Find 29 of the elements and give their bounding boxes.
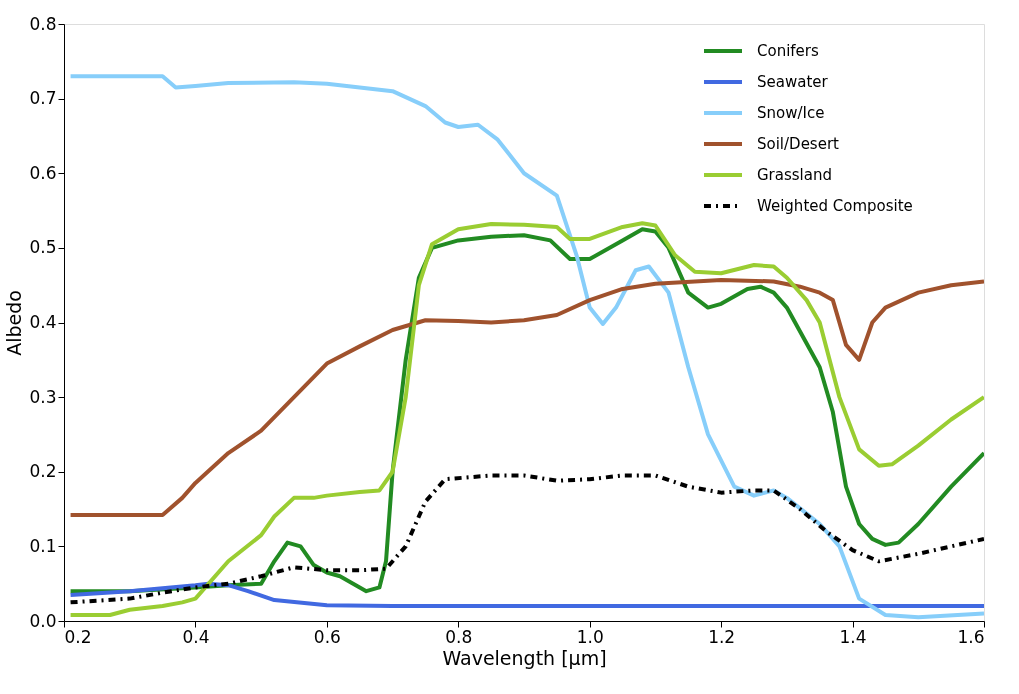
y-tick-label: 0.7 — [29, 88, 57, 109]
x-tick-label: 1.4 — [839, 626, 867, 647]
y-axis-title: Albedo — [3, 290, 26, 356]
x-tick-label: 0.8 — [445, 626, 473, 647]
y-tick-label: 0.8 — [29, 13, 57, 34]
y-tick-label: 0.0 — [29, 610, 57, 631]
y-tick-label: 0.5 — [29, 237, 57, 258]
x-axis-title: Wavelength [μm] — [442, 646, 607, 669]
y-tick-label: 0.2 — [29, 461, 57, 482]
legend-label: Soil/Desert — [757, 135, 840, 153]
y-tick-label: 0.1 — [29, 535, 57, 556]
x-tick-label: 0.2 — [64, 626, 92, 647]
y-tick-label: 0.3 — [29, 386, 57, 407]
legend-label: Weighted Composite — [757, 197, 913, 215]
x-tick-label: 1.6 — [957, 626, 985, 647]
y-tick-label: 0.4 — [29, 312, 57, 332]
line-series — [68, 473, 984, 605]
y-tick-label: 0.6 — [29, 162, 57, 183]
line-series — [68, 277, 984, 518]
x-tick-label: 1.0 — [576, 626, 604, 647]
x-tick-label: 0.4 — [182, 626, 210, 647]
x-tick-label: 1.2 — [708, 626, 736, 647]
legend-label: Snow/Ice — [757, 104, 825, 122]
legend-label: Seawater — [757, 73, 829, 91]
legend-label: Grassland — [757, 166, 832, 184]
legend-label: Conifers — [757, 42, 819, 60]
x-tick-label: 0.6 — [313, 626, 341, 647]
line-series — [68, 74, 984, 620]
line-series — [68, 581, 984, 609]
